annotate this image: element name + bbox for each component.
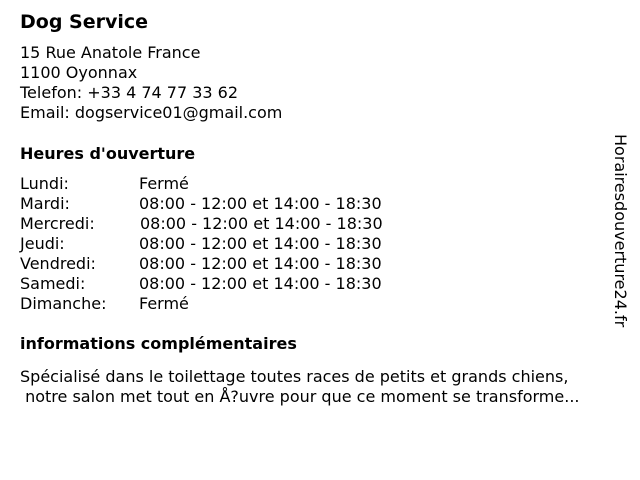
time: 08:00 - 12:00 et 14:00 - 18:30 [139,274,382,293]
time: Fermé [139,294,189,313]
business-name: Dog Service [20,11,149,33]
day: Jeudi: [20,234,65,253]
day: Samedi: [20,274,86,293]
time: Fermé [139,174,189,193]
day: Mercredi: [20,214,95,233]
address-city: 1100 Oyonnax [20,63,138,82]
hours-heading: Heures d'ouverture [20,144,196,163]
day: Dimanche: [20,294,107,313]
info-heading: informations complémentaires [20,334,297,353]
time: 08:00 - 12:00 et 14:00 - 18:30 [139,194,382,213]
time: 08:00 - 12:00 et 14:00 - 18:30 [140,214,383,233]
address-street: 15 Rue Anatole France [20,43,201,62]
time: 08:00 - 12:00 et 14:00 - 18:30 [139,234,382,253]
day: Mardi: [20,194,70,213]
description-line: Spécialisé dans le toilettage toutes rac… [20,367,569,386]
time: 08:00 - 12:00 et 14:00 - 18:30 [139,254,382,273]
phone: Telefon: +33 4 74 77 33 62 [20,83,239,102]
watermark: Horairesdouverture24.fr [611,134,630,328]
email: Email: dogservice01@gmail.com [20,103,283,122]
day: Vendredi: [20,254,96,273]
description-line: notre salon met tout en Å?uvre pour que … [20,387,580,406]
description: Spécialisé dans le toilettage toutes rac… [20,367,579,407]
day: Lundi: [20,174,69,193]
contact-block: 15 Rue Anatole France 1100 Oyonnax Telefon… [20,43,282,123]
